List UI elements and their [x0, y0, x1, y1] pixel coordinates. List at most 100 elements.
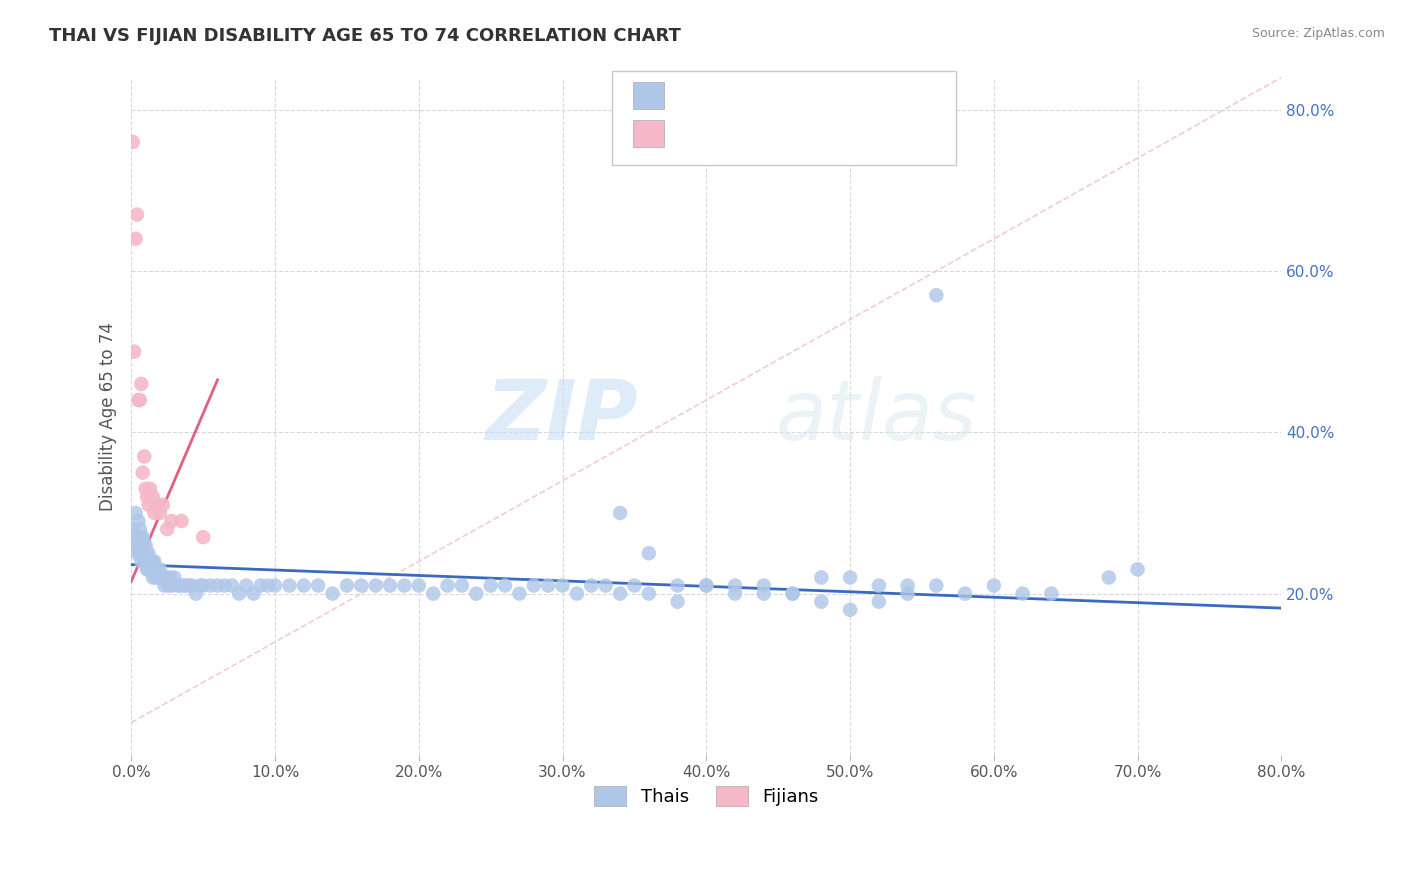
Point	[136, 562, 159, 576]
Point	[637, 586, 659, 600]
Point	[141, 562, 163, 576]
Point	[278, 578, 301, 592]
Point	[124, 232, 146, 246]
Point	[839, 603, 862, 617]
Point	[494, 578, 516, 592]
Point	[157, 578, 180, 592]
Point	[378, 578, 401, 592]
Point	[350, 578, 373, 592]
Point	[191, 578, 214, 592]
Point	[122, 538, 145, 552]
Point	[122, 344, 145, 359]
Point	[134, 538, 156, 552]
Point	[125, 208, 148, 222]
Point	[897, 586, 920, 600]
Point	[131, 530, 153, 544]
Point	[125, 530, 148, 544]
Point	[169, 578, 191, 592]
Point	[422, 586, 444, 600]
Text: R =: R =	[675, 81, 714, 99]
Point	[149, 562, 172, 576]
Point	[124, 530, 146, 544]
Point	[174, 578, 197, 592]
Point	[132, 530, 155, 544]
Point	[139, 554, 162, 568]
Y-axis label: Disability Age 65 to 74: Disability Age 65 to 74	[100, 322, 117, 510]
Text: THAI VS FIJIAN DISABILITY AGE 65 TO 74 CORRELATION CHART: THAI VS FIJIAN DISABILITY AGE 65 TO 74 C…	[49, 27, 681, 45]
Point	[752, 586, 775, 600]
Point	[131, 376, 153, 391]
Point	[782, 586, 804, 600]
Point	[128, 522, 150, 536]
Point	[128, 546, 150, 560]
Point	[264, 578, 287, 592]
Point	[143, 554, 166, 568]
Point	[523, 578, 546, 592]
Text: ZIP: ZIP	[485, 376, 637, 457]
Point	[146, 498, 169, 512]
Text: -0.097: -0.097	[714, 81, 772, 99]
Point	[242, 586, 264, 600]
Point	[1040, 586, 1063, 600]
Point	[623, 578, 645, 592]
Point	[146, 562, 169, 576]
Point	[135, 538, 157, 552]
Point	[782, 586, 804, 600]
Point	[666, 578, 689, 592]
Point	[666, 595, 689, 609]
Point	[132, 466, 155, 480]
Point	[138, 498, 160, 512]
Point	[221, 578, 243, 592]
Point	[551, 578, 574, 592]
Point	[200, 578, 222, 592]
Point	[695, 578, 717, 592]
Point	[322, 586, 344, 600]
Point	[138, 546, 160, 560]
Point	[149, 506, 172, 520]
Point	[191, 530, 214, 544]
Point	[364, 578, 387, 592]
Point	[125, 546, 148, 560]
Text: Source: ZipAtlas.com: Source: ZipAtlas.com	[1251, 27, 1385, 40]
Point	[170, 514, 193, 528]
Text: 22: 22	[844, 120, 866, 137]
Point	[132, 546, 155, 560]
Legend: Thais, Fijians: Thais, Fijians	[586, 779, 827, 814]
Text: 112: 112	[844, 81, 877, 99]
Point	[810, 570, 832, 584]
Point	[207, 578, 229, 592]
Point	[135, 482, 157, 496]
Point	[897, 578, 920, 592]
Point	[724, 578, 747, 592]
Point	[724, 586, 747, 600]
Point	[138, 562, 160, 576]
Point	[134, 450, 156, 464]
Point	[868, 578, 890, 592]
Point	[127, 538, 149, 552]
Point	[1011, 586, 1033, 600]
Point	[1098, 570, 1121, 584]
Point	[134, 554, 156, 568]
Point	[810, 595, 832, 609]
Point	[188, 578, 211, 592]
Point	[156, 570, 179, 584]
Point	[128, 392, 150, 407]
Point	[135, 554, 157, 568]
Point	[184, 586, 207, 600]
Point	[180, 578, 202, 592]
Point	[142, 490, 165, 504]
Point	[925, 578, 948, 592]
Point	[121, 135, 143, 149]
Point	[581, 578, 603, 592]
Point	[436, 578, 458, 592]
Point	[160, 578, 183, 592]
Text: R =: R =	[675, 120, 714, 137]
Point	[537, 578, 560, 592]
Point	[150, 570, 173, 584]
Text: N =: N =	[783, 120, 835, 137]
Point	[637, 546, 659, 560]
Point	[307, 578, 329, 592]
Point	[839, 570, 862, 584]
Point	[1126, 562, 1149, 576]
Point	[752, 578, 775, 592]
